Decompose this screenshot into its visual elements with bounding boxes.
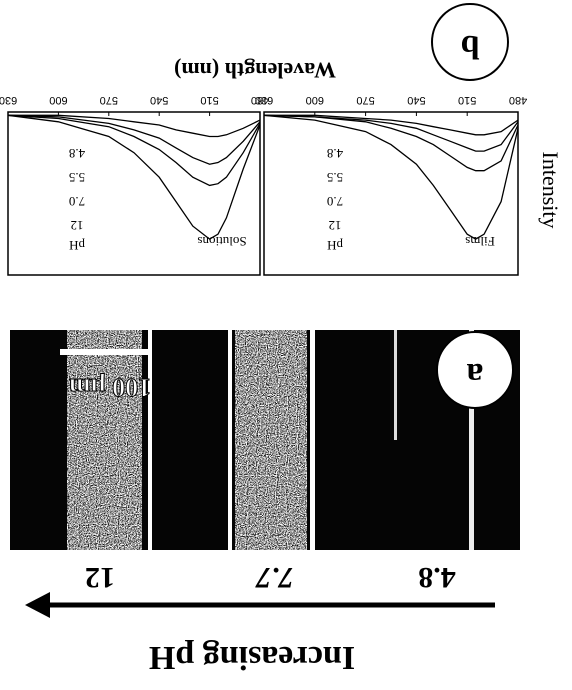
x-tick-label: 510 [200, 94, 218, 106]
image-strip [235, 330, 307, 550]
x-tick-label: 480 [251, 94, 269, 106]
legend-entry: 5.5 [69, 170, 85, 185]
arrow-label: Increasing pH [149, 639, 355, 676]
x-tick-label: 570 [356, 94, 374, 106]
panel-label: a [467, 356, 484, 393]
legend-entry: 7.0 [327, 194, 343, 209]
y-axis-label: Intensity [538, 152, 563, 229]
ph-label: 7.7 [255, 561, 294, 594]
plot-frame [264, 112, 518, 275]
x-tick-label: 600 [306, 94, 324, 106]
legend-entry: 4.8 [69, 146, 85, 161]
x-tick-label: 510 [458, 94, 476, 106]
image-panel [152, 330, 228, 550]
arrow-head [25, 592, 50, 618]
ph-label: 4.8 [418, 561, 456, 594]
legend-entry: 4.8 [327, 146, 343, 161]
x-tick-label: 540 [407, 94, 425, 106]
legend-title: pH [69, 238, 85, 253]
x-tick-label: 480 [509, 94, 527, 106]
legend-entry: 12 [329, 218, 342, 233]
legend-entry: 7.0 [69, 194, 85, 209]
x-tick-label: 630 [0, 94, 17, 106]
spectrum-line [8, 115, 260, 136]
legend-title: pH [327, 238, 343, 253]
x-tick-label: 570 [100, 94, 118, 106]
x-tick-label: 600 [49, 94, 67, 106]
image-feature [394, 330, 397, 440]
spectrum-line [264, 115, 518, 239]
x-tick-label: 540 [150, 94, 168, 106]
x-axis-label: Wavelength (nm) [174, 58, 336, 83]
plot-title: Solutions [197, 234, 246, 249]
spectrum-line [8, 115, 260, 239]
figure: Increasing pH 4.8 7.7 12 100 µm a Intens… [0, 0, 572, 690]
spectrum-line [8, 115, 260, 185]
rotated-figure: Increasing pH 4.8 7.7 12 100 µm a Intens… [0, 4, 563, 676]
image-strip [67, 330, 142, 550]
spectrum-line [264, 115, 518, 135]
scale-bar-label: 100 µm [69, 373, 151, 402]
ph-label: 12 [85, 561, 115, 594]
legend-entry: 5.5 [327, 170, 343, 185]
spectrum-line [8, 115, 260, 164]
panel-label: b [461, 28, 480, 65]
legend-entry: 12 [71, 218, 84, 233]
